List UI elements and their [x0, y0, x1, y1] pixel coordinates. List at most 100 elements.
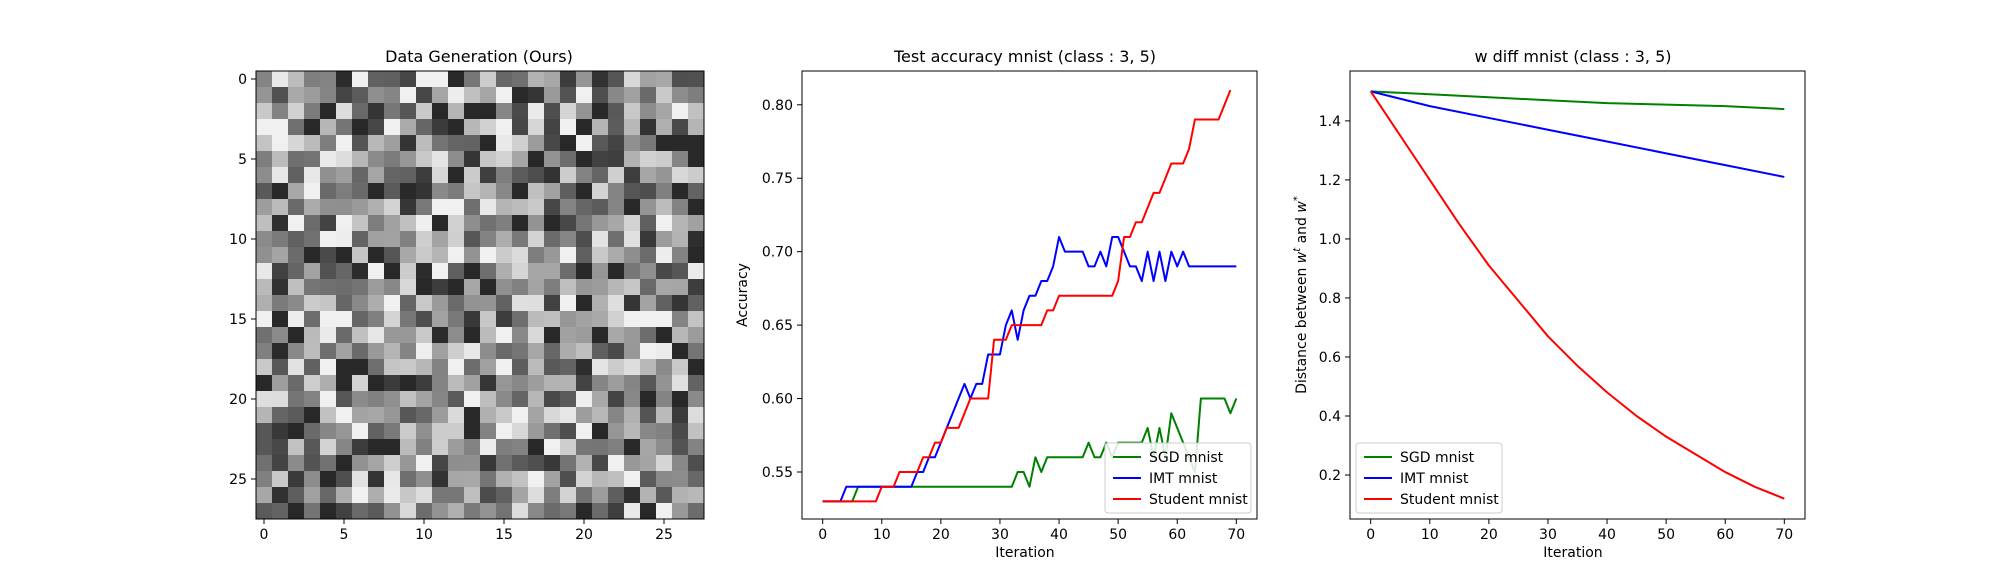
heatmap-cell — [320, 263, 337, 280]
heatmap-cell — [592, 151, 609, 168]
heatmap-cell — [400, 407, 417, 424]
heatmap-cell — [672, 71, 689, 88]
heatmap-cell — [432, 103, 449, 120]
heatmap-cell — [464, 199, 481, 216]
heatmap-cell — [272, 103, 289, 120]
heatmap-cell — [272, 423, 289, 440]
heatmap-cell — [416, 71, 433, 88]
heatmap-cell — [576, 487, 593, 504]
heatmap-cell — [608, 183, 625, 200]
heatmap-cell — [416, 407, 433, 424]
heatmap-cell — [592, 407, 609, 424]
y-tick-label: 25 — [229, 472, 247, 488]
heatmap-cell — [592, 279, 609, 296]
heatmap-frame — [255, 70, 705, 520]
heatmap-cell — [560, 327, 577, 344]
heatmap-cell — [560, 391, 577, 408]
heatmap-cell — [432, 471, 449, 488]
y-tick-label: 0.60 — [762, 392, 793, 408]
y-tick-label: 0.80 — [762, 98, 793, 114]
x-tick-label: 60 — [1168, 527, 1186, 543]
heatmap-cell — [448, 167, 465, 184]
heatmap-cell — [288, 423, 305, 440]
heatmap-cell — [288, 471, 305, 488]
heatmap-cell — [512, 343, 529, 360]
heatmap-cell — [272, 215, 289, 232]
heatmap-cell — [464, 295, 481, 312]
heatmap-cell — [560, 359, 577, 376]
accuracy-xlabel: Iteration — [995, 545, 1054, 561]
heatmap-cell — [688, 119, 705, 136]
heatmap-cell — [560, 183, 577, 200]
heatmap-cell — [416, 503, 433, 520]
heatmap-cell — [640, 151, 657, 168]
heatmap-cell — [608, 135, 625, 152]
heatmap-cell — [640, 423, 657, 440]
heatmap-cell — [304, 199, 321, 216]
x-tick-label: 30 — [1539, 527, 1557, 543]
heatmap-cell — [352, 391, 369, 408]
heatmap-cell — [352, 375, 369, 392]
heatmap-cell — [640, 263, 657, 280]
heatmap-cell — [384, 215, 401, 232]
heatmap-cell — [304, 135, 321, 152]
heatmap-cell — [624, 119, 641, 136]
heatmap-cell — [288, 215, 305, 232]
heatmap-cell — [480, 199, 497, 216]
heatmap-cell — [608, 247, 625, 264]
heatmap-cell — [352, 295, 369, 312]
heatmap-cell — [560, 87, 577, 104]
heatmap-cell — [400, 391, 417, 408]
heatmap-cell — [352, 247, 369, 264]
heatmap-cell — [544, 151, 561, 168]
x-tick-label: 5 — [340, 527, 349, 543]
heatmap-cell — [352, 199, 369, 216]
heatmap-cell — [288, 87, 305, 104]
heatmap-cell — [400, 471, 417, 488]
heatmap-cell — [576, 247, 593, 264]
heatmap-cell — [688, 247, 705, 264]
heatmap-cell — [336, 263, 353, 280]
heatmap-cell — [496, 135, 513, 152]
heatmap-cell — [336, 327, 353, 344]
heatmap-cell — [336, 135, 353, 152]
heatmap-cell — [288, 135, 305, 152]
heatmap-cell — [528, 407, 545, 424]
y-tick-label: 0.8 — [1319, 291, 1341, 307]
heatmap-cell — [656, 263, 673, 280]
heatmap-cell — [272, 167, 289, 184]
heatmap-cell — [336, 407, 353, 424]
heatmap-cell — [368, 471, 385, 488]
heatmap-cell — [464, 503, 481, 520]
legend-box — [1104, 442, 1252, 514]
heatmap-cell — [592, 455, 609, 472]
heatmap-cell — [432, 439, 449, 456]
heatmap-cell — [416, 119, 433, 136]
heatmap-cell — [384, 199, 401, 216]
heatmap-cell — [464, 455, 481, 472]
heatmap-cell — [656, 71, 673, 88]
heatmap-cell — [640, 455, 657, 472]
heatmap-cell — [608, 327, 625, 344]
heatmap-cell — [592, 103, 609, 120]
heatmap-cell — [384, 407, 401, 424]
heatmap-cell — [528, 167, 545, 184]
heatmap-cell — [288, 167, 305, 184]
heatmap-cell — [528, 327, 545, 344]
heatmap-cell — [576, 327, 593, 344]
heatmap-cell — [688, 407, 705, 424]
heatmap-cell — [624, 311, 641, 328]
x-tick-label: 30 — [991, 527, 1009, 543]
heatmap-cell — [528, 359, 545, 376]
heatmap-cell — [464, 263, 481, 280]
heatmap-cell — [400, 439, 417, 456]
heatmap-cell — [608, 263, 625, 280]
legend-label: SGD mnist — [1149, 450, 1224, 466]
heatmap-cell — [464, 423, 481, 440]
heatmap-cell — [288, 375, 305, 392]
accuracy-ylabel: Accuracy — [735, 263, 751, 327]
heatmap-cell — [592, 391, 609, 408]
heatmap-cell — [464, 471, 481, 488]
heatmap-cell — [256, 231, 273, 248]
heatmap-cell — [512, 71, 529, 88]
